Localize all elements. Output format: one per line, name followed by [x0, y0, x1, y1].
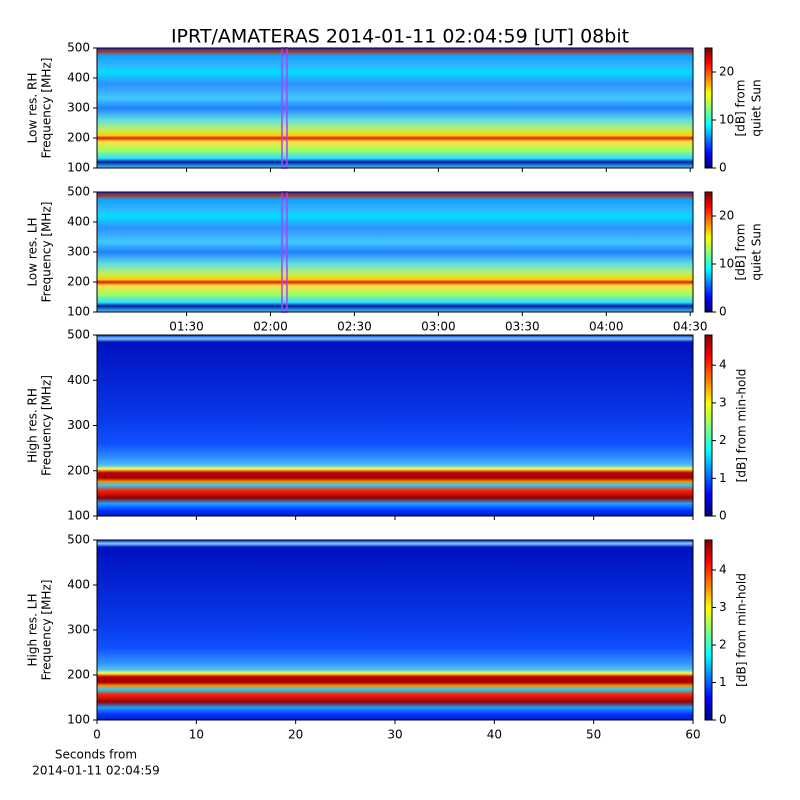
x-tick-label: 20	[288, 728, 303, 742]
x-tick-label: 30	[387, 728, 402, 742]
colorbar	[704, 334, 713, 517]
x-tick-label: 04:00	[589, 320, 624, 334]
y-tick-label: 300	[67, 623, 90, 637]
y-axis-label: Frequency [MHz]	[40, 580, 54, 681]
colorbar-tick-label: 0	[719, 713, 727, 727]
y-tick-label: 200	[67, 463, 90, 477]
y-axis-label: Low res. LH	[26, 217, 40, 286]
y-tick-label: 100	[67, 305, 90, 319]
x-axis-label: Seconds from	[55, 748, 137, 762]
y-tick-label: 300	[67, 245, 90, 259]
colorbar-tick-label: 4	[719, 563, 727, 577]
colorbar-label: [dB] from	[734, 80, 748, 137]
y-axis-label: High res. LH	[26, 593, 40, 666]
colorbar-tick-label: 0	[719, 305, 727, 319]
spectrogram	[97, 335, 693, 516]
colorbar-tick-label: 20	[719, 209, 734, 223]
colorbar-tick-label: 1	[719, 675, 727, 689]
y-tick-label: 300	[67, 101, 90, 115]
x-tick-label: 03:00	[421, 320, 456, 334]
colorbar	[704, 191, 713, 313]
colorbar-label: [dB] from min-hold	[735, 573, 749, 687]
colorbar-tick-label: 4	[719, 358, 727, 372]
y-tick-label: 200	[67, 131, 90, 145]
colorbar	[704, 539, 713, 721]
y-tick-label: 400	[67, 373, 90, 387]
y-axis-label: Low res. RH	[26, 73, 40, 144]
x-tick-label: 02:00	[253, 320, 288, 334]
colorbar-tick-label: 3	[719, 600, 727, 614]
spectrogram	[97, 48, 693, 168]
colorbar-tick-label: 2	[719, 433, 727, 447]
colorbar-label: quiet Sun	[750, 79, 764, 136]
x-tick-label: 50	[586, 728, 601, 742]
y-axis-label: Frequency [MHz]	[40, 58, 54, 159]
y-tick-label: 100	[67, 713, 90, 727]
y-tick-label: 500	[67, 328, 90, 342]
colorbar-label: [dB] from	[734, 224, 748, 281]
y-axis-label: High res. RH	[26, 388, 40, 463]
x-tick-label: 0	[93, 728, 101, 742]
x-tick-label: 01:30	[169, 320, 204, 334]
x-tick-label: 40	[487, 728, 502, 742]
colorbar-tick-label: 0	[719, 509, 727, 523]
colorbar-tick-label: 2	[719, 638, 727, 652]
colorbar-tick-label: 0	[719, 161, 727, 175]
y-tick-label: 200	[67, 275, 90, 289]
figure-title: IPRT/AMATERAS 2014-01-11 02:04:59 [UT] 0…	[171, 26, 629, 48]
x-tick-label: 02:30	[337, 320, 372, 334]
y-tick-label: 400	[67, 71, 90, 85]
x-tick-label: 03:30	[505, 320, 540, 334]
colorbar-tick-label: 20	[719, 65, 734, 79]
y-tick-label: 100	[67, 161, 90, 175]
x-tick-label: 60	[685, 728, 700, 742]
y-tick-label: 400	[67, 215, 90, 229]
colorbar-label: [dB] from min-hold	[735, 369, 749, 483]
y-tick-label: 500	[67, 533, 90, 547]
y-axis-label: Frequency [MHz]	[40, 202, 54, 303]
y-tick-label: 200	[67, 668, 90, 682]
x-axis-label: 2014-01-11 02:04:59	[32, 764, 159, 778]
y-tick-label: 300	[67, 418, 90, 432]
x-tick-label: 10	[189, 728, 204, 742]
y-axis-label: Frequency [MHz]	[40, 375, 54, 476]
spectrogram	[97, 540, 693, 720]
y-tick-label: 100	[67, 509, 90, 523]
colorbar	[704, 47, 713, 169]
spectrogram	[97, 192, 693, 312]
colorbar-tick-label: 3	[719, 395, 727, 409]
x-tick-label: 04:30	[673, 320, 708, 334]
y-tick-label: 500	[67, 41, 90, 55]
colorbar-tick-label: 10	[719, 257, 734, 271]
colorbar-tick-label: 10	[719, 113, 734, 127]
y-tick-label: 500	[67, 185, 90, 199]
colorbar-label: quiet Sun	[750, 223, 764, 280]
y-tick-label: 400	[67, 578, 90, 592]
colorbar-tick-label: 1	[719, 471, 727, 485]
